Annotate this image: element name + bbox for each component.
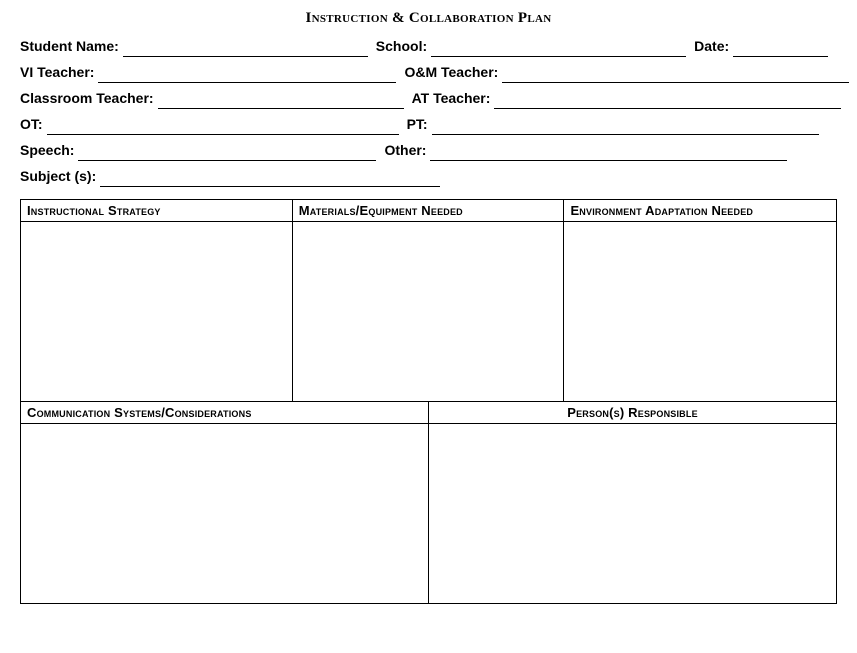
form-row-4: OT: PT: <box>20 113 837 135</box>
form-row-5: Speech: Other: <box>20 139 837 161</box>
header-materials-equipment: Materials/Equipment Needed <box>292 200 564 222</box>
cell-materials-equipment[interactable] <box>292 222 564 402</box>
ot-line[interactable] <box>47 119 399 135</box>
other-item: Other: <box>384 139 787 161</box>
vi-teacher-item: VI Teacher: <box>20 61 396 83</box>
om-teacher-item: O&M Teacher: <box>404 61 849 83</box>
table-2-body-row <box>21 424 837 604</box>
cell-communication-systems[interactable] <box>21 424 429 604</box>
student-name-item: Student Name: <box>20 35 368 57</box>
table-2-header-row: Communication Systems/Considerations Per… <box>21 402 837 424</box>
pt-label: PT: <box>407 113 432 135</box>
form-row-1: Student Name: School: Date: <box>20 35 837 57</box>
form-area: Student Name: School: Date: VI Teacher: … <box>10 35 847 187</box>
subjects-line[interactable] <box>100 171 440 187</box>
cell-persons-responsible[interactable] <box>429 424 837 604</box>
vi-teacher-label: VI Teacher: <box>20 61 98 83</box>
at-teacher-label: AT Teacher: <box>412 87 495 109</box>
header-instructional-strategy: Instructional Strategy <box>21 200 293 222</box>
pt-line[interactable] <box>432 119 819 135</box>
form-row-2: VI Teacher: O&M Teacher: <box>20 61 837 83</box>
header-communication-systems: Communication Systems/Considerations <box>21 402 429 424</box>
form-row-3: Classroom Teacher: AT Teacher: <box>20 87 837 109</box>
tables-area: Instructional Strategy Materials/Equipme… <box>10 199 847 604</box>
classroom-teacher-line[interactable] <box>158 93 404 109</box>
date-line[interactable] <box>733 41 828 57</box>
vi-teacher-line[interactable] <box>98 67 396 83</box>
page-title: Instruction & Collaboration Plan <box>10 10 847 27</box>
at-teacher-item: AT Teacher: <box>412 87 842 109</box>
cell-environment-adaptation[interactable] <box>564 222 837 402</box>
at-teacher-line[interactable] <box>494 93 841 109</box>
om-teacher-label: O&M Teacher: <box>404 61 502 83</box>
student-name-line[interactable] <box>123 41 368 57</box>
table-2: Communication Systems/Considerations Per… <box>20 401 837 604</box>
school-label: School: <box>376 35 431 57</box>
date-label: Date: <box>694 35 733 57</box>
school-item: School: <box>376 35 686 57</box>
school-line[interactable] <box>431 41 686 57</box>
speech-label: Speech: <box>20 139 78 161</box>
table-1-body-row <box>21 222 837 402</box>
date-item: Date: <box>694 35 828 57</box>
subjects-label: Subject (s): <box>20 165 100 187</box>
ot-label: OT: <box>20 113 47 135</box>
other-label: Other: <box>384 139 430 161</box>
subjects-item: Subject (s): <box>20 165 440 187</box>
cell-instructional-strategy[interactable] <box>21 222 293 402</box>
classroom-teacher-label: Classroom Teacher: <box>20 87 158 109</box>
header-persons-responsible: Person(s) Responsible <box>429 402 837 424</box>
om-teacher-line[interactable] <box>502 67 849 83</box>
speech-item: Speech: <box>20 139 376 161</box>
student-name-label: Student Name: <box>20 35 123 57</box>
pt-item: PT: <box>407 113 819 135</box>
speech-line[interactable] <box>78 145 376 161</box>
form-row-6: Subject (s): <box>20 165 837 187</box>
classroom-teacher-item: Classroom Teacher: <box>20 87 404 109</box>
table-1: Instructional Strategy Materials/Equipme… <box>20 199 837 402</box>
other-line[interactable] <box>430 145 787 161</box>
table-1-header-row: Instructional Strategy Materials/Equipme… <box>21 200 837 222</box>
ot-item: OT: <box>20 113 399 135</box>
header-environment-adaptation: Environment Adaptation Needed <box>564 200 837 222</box>
